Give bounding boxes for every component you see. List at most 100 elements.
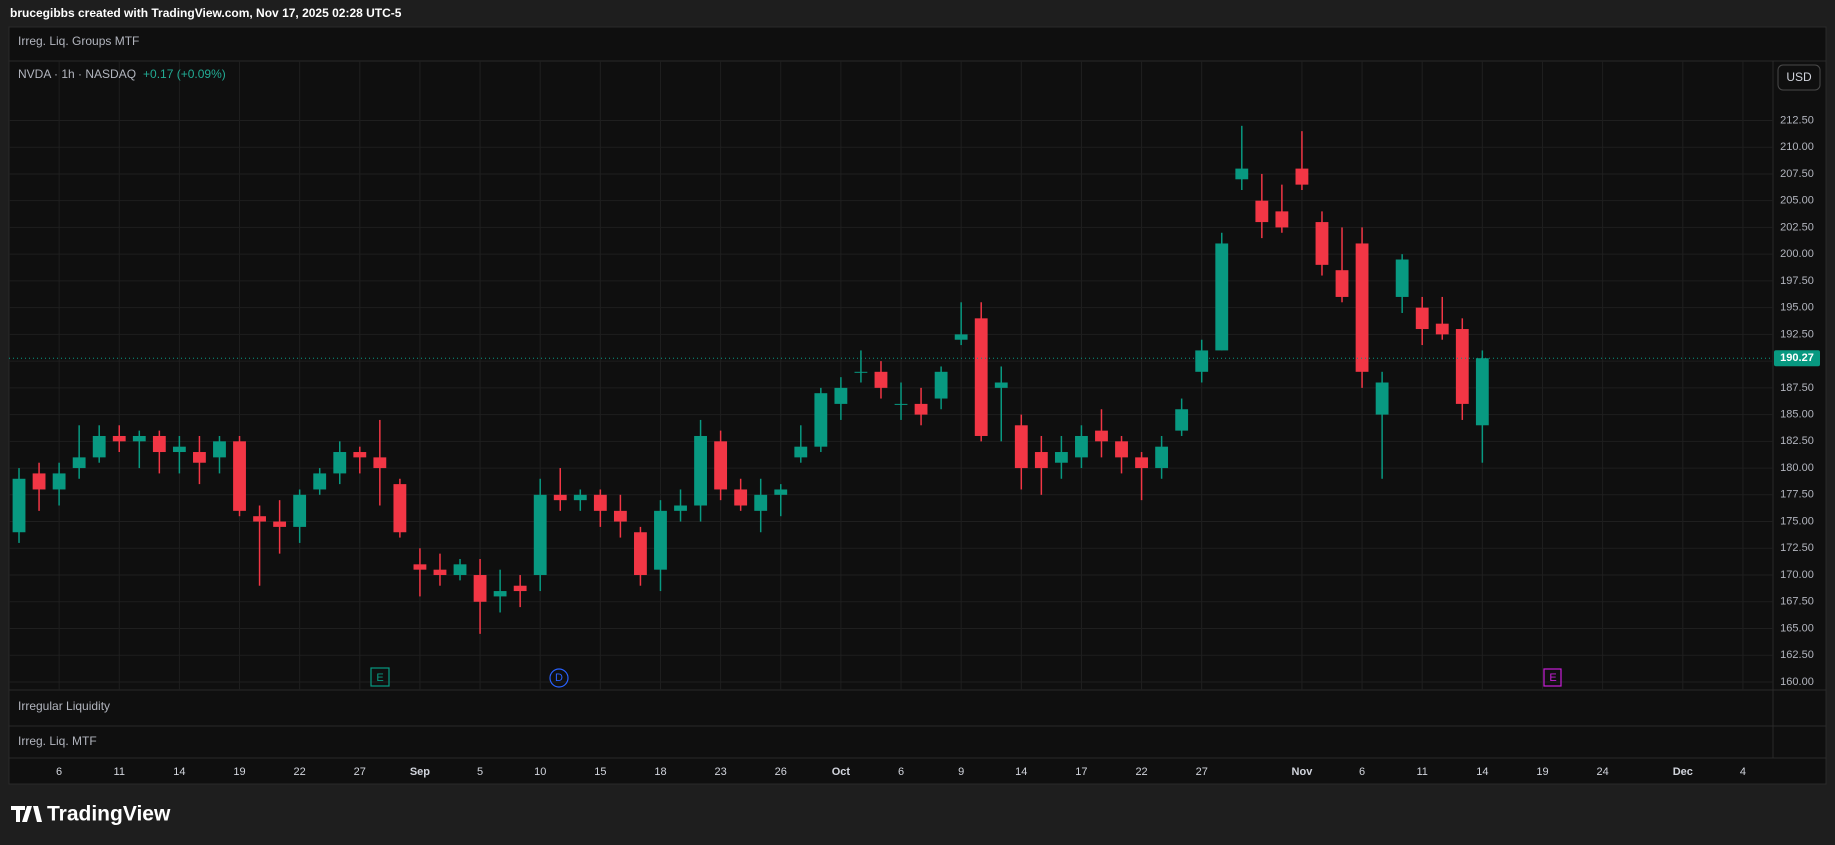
- candle-body: [453, 564, 467, 576]
- candle-body: [834, 387, 848, 404]
- candle-body: [1415, 307, 1429, 330]
- candle-body: [1014, 425, 1028, 469]
- x-tick-label: 17: [1075, 766, 1087, 778]
- currency-button[interactable]: [1777, 64, 1821, 91]
- candle-body: [854, 371, 868, 373]
- y-tick-label: 170.00: [1780, 569, 1814, 581]
- candle-body: [1255, 200, 1269, 223]
- candle-body: [573, 494, 587, 501]
- x-tick-label: 11: [114, 766, 125, 778]
- event-earnings[interactable]: [1543, 668, 1562, 687]
- candle-body: [1475, 358, 1489, 426]
- candle-body: [12, 478, 26, 533]
- candle-body: [593, 494, 607, 511]
- candle-body: [1155, 446, 1169, 469]
- pane-title: Irregular Liquidity: [18, 699, 110, 713]
- candle-body: [634, 532, 647, 576]
- candle-body: [1295, 168, 1309, 185]
- x-tick-label: Dec: [1673, 766, 1693, 778]
- candle-body: [253, 516, 266, 522]
- y-tick-label: 202.50: [1780, 221, 1814, 233]
- y-tick-label: 180.00: [1780, 462, 1814, 474]
- last-price-label: 190.27: [1780, 352, 1814, 364]
- y-tick-label: 185.00: [1780, 408, 1814, 420]
- y-tick-label: 212.50: [1780, 114, 1814, 126]
- credit: brucegibbs created with TradingView.com,…: [10, 6, 402, 20]
- candle-body: [72, 457, 86, 469]
- last-price-box: [1774, 350, 1820, 367]
- candle-body: [413, 564, 427, 570]
- candle-body: [914, 403, 928, 415]
- x-tick-label: 5: [477, 766, 483, 778]
- symbol: NVDA · 1h · NASDAQ: [18, 67, 136, 81]
- candle-body: [32, 473, 46, 490]
- candle-body: [172, 446, 186, 453]
- x-tick-label: Sep: [410, 766, 430, 778]
- candle-body: [393, 484, 407, 533]
- logo-mark[interactable]: [11, 806, 42, 822]
- candle-body: [293, 494, 307, 527]
- event-dividend[interactable]: [549, 668, 569, 688]
- y-tick-label: 162.50: [1780, 649, 1814, 661]
- brand[interactable]: TradingView: [47, 803, 171, 826]
- candle-body: [132, 435, 146, 442]
- event-label[interactable]: E: [376, 672, 383, 684]
- candle-body: [1275, 211, 1289, 228]
- x-tick-label: 26: [775, 766, 787, 778]
- candle-body: [1355, 243, 1369, 372]
- y-tick-label: 200.00: [1780, 248, 1814, 260]
- y-tick-label: 177.50: [1780, 489, 1814, 501]
- candle-body: [1115, 441, 1128, 458]
- x-tick-label: 14: [1476, 766, 1488, 778]
- y-tick-label: 207.50: [1780, 168, 1814, 180]
- event-earnings[interactable]: [370, 667, 390, 687]
- candle-body: [654, 510, 667, 570]
- candle-body: [1375, 382, 1389, 415]
- candle-body: [152, 435, 166, 453]
- candle-body: [754, 494, 768, 511]
- x-tick-label: Nov: [1292, 766, 1314, 778]
- candle-body: [613, 510, 627, 522]
- candle-body: [1034, 452, 1048, 469]
- candle-body: [1175, 409, 1189, 431]
- event-label[interactable]: D: [555, 672, 563, 684]
- x-tick-label: 6: [898, 766, 904, 778]
- y-tick-label: 192.50: [1780, 328, 1814, 340]
- candle-body: [734, 489, 748, 506]
- x-tick-label: 19: [1536, 766, 1548, 778]
- candle-body: [52, 473, 66, 490]
- candle-body: [313, 473, 327, 490]
- event-label[interactable]: E: [1549, 672, 1556, 684]
- y-tick-label: 172.50: [1780, 542, 1814, 554]
- candle-body: [1195, 350, 1209, 372]
- x-tick-label: 6: [1359, 766, 1365, 778]
- plot: 160.00 162.50 165.00 167.50 170.00 172.50 175.…: [9, 61, 1820, 778]
- y-tick-label: 165.00: [1780, 622, 1814, 634]
- y-tick-label: 187.50: [1780, 382, 1814, 394]
- x-tick-label: 11: [1416, 766, 1427, 778]
- x-tick-label: 22: [294, 766, 306, 778]
- candle-body: [273, 521, 287, 527]
- candle-body: [694, 435, 707, 506]
- x-tick-label: 24: [1596, 766, 1608, 778]
- candle-body: [353, 452, 367, 458]
- y-tick-label: 197.50: [1780, 275, 1814, 287]
- x-tick-label: 6: [56, 766, 62, 778]
- candle-body: [533, 494, 547, 576]
- candle-body: [193, 452, 206, 463]
- candle-body: [493, 591, 507, 597]
- y-tick-label: 195.00: [1780, 302, 1814, 314]
- x-tick-label: 27: [1196, 766, 1208, 778]
- x-tick-label: 9: [958, 766, 964, 778]
- indicator-title: Irreg. Liq. Groups MTF: [18, 34, 139, 48]
- candle-body: [794, 446, 808, 458]
- candle-body: [1235, 168, 1249, 180]
- candle-body: [233, 441, 246, 511]
- x-tick-label: Oct: [832, 766, 851, 778]
- candle-body: [934, 371, 948, 399]
- currency-label[interactable]: USD: [1786, 70, 1812, 84]
- candle-body: [1075, 435, 1088, 458]
- x-tick-label: 19: [233, 766, 245, 778]
- candle-body: [814, 393, 828, 447]
